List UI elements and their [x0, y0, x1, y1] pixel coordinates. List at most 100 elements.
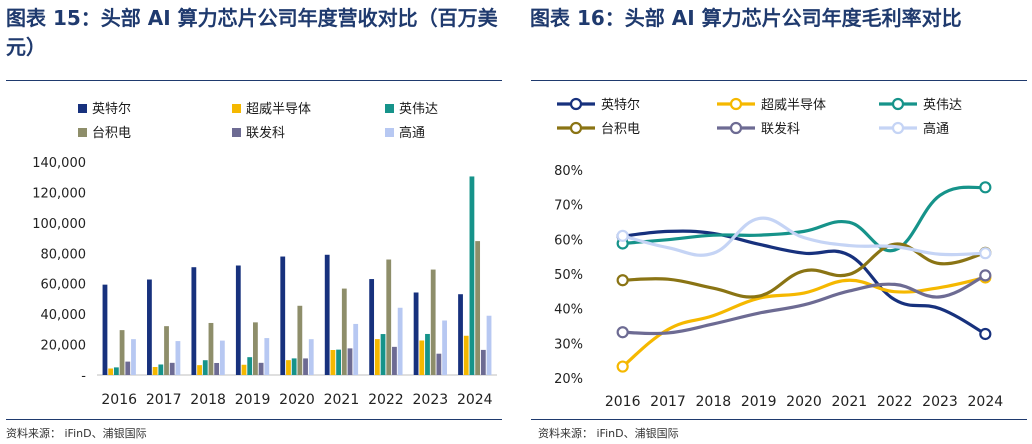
figure-15-bottom-rule [6, 419, 502, 420]
bar [152, 367, 158, 375]
legend-marker-5 [729, 121, 743, 135]
series-point [616, 229, 629, 242]
bar [258, 362, 264, 375]
series-line-4 [622, 242, 986, 299]
bar [241, 364, 247, 375]
bar [291, 358, 297, 375]
y-tick-label: 40,000 [41, 308, 87, 323]
x-tick-label: 2019 [741, 394, 777, 410]
x-tick-label: 2020 [279, 392, 315, 408]
legend-label-4: 台积电 [92, 126, 131, 141]
bar [475, 241, 481, 375]
legend-label-5: 联发科 [761, 121, 800, 137]
y-tick-label: 80,000 [41, 247, 87, 262]
legend-label-2: 超威半导体 [246, 102, 311, 117]
bar [286, 360, 291, 375]
bar [158, 364, 164, 375]
bar [264, 338, 270, 375]
bar [164, 326, 169, 375]
legend-label-3: 英伟达 [923, 98, 962, 113]
y-tick-label: 20% [554, 372, 583, 387]
series-line-5 [622, 273, 987, 336]
y-tick-label: 60% [554, 233, 583, 248]
bar [108, 368, 114, 375]
legend-swatch-2 [232, 104, 241, 113]
bar [419, 340, 425, 375]
legend-marker-6 [891, 121, 905, 135]
bar [436, 353, 442, 375]
bar [175, 341, 181, 375]
y-tick-label: 60,000 [41, 278, 87, 293]
bar [374, 339, 380, 375]
x-tick-label: 2018 [696, 394, 732, 410]
bar [341, 288, 347, 375]
bar [425, 333, 430, 375]
y-tick-label: 100,000 [32, 217, 86, 232]
bar [353, 323, 359, 375]
y-tick-label: - [81, 369, 86, 384]
bar [336, 349, 341, 375]
bar [197, 365, 202, 375]
legend-marker-4 [569, 121, 583, 135]
series-point [979, 247, 992, 260]
bar [102, 284, 108, 375]
legend-swatch-5 [232, 128, 241, 137]
bar [119, 330, 125, 375]
bar [369, 279, 375, 375]
series-point [616, 274, 629, 287]
legend-label-4: 台积电 [601, 122, 640, 137]
series-line-1 [622, 229, 987, 336]
x-tick-label: 2021 [832, 394, 868, 410]
legend-label-2: 超威半导体 [761, 98, 826, 113]
y-tick-label: 140,000 [32, 156, 86, 171]
legend-swatch-3 [385, 104, 394, 113]
figure-16-top-rule [531, 80, 1027, 81]
figure-16-source: 资料来源： iFinD、浦银国际 [538, 427, 679, 440]
x-tick-label: 2017 [146, 392, 182, 408]
bar [324, 254, 330, 375]
series-point [616, 360, 629, 373]
y-tick-label: 50% [554, 268, 583, 283]
legend-marker-1 [569, 97, 583, 111]
x-tick-label: 2016 [605, 394, 641, 410]
legend-label-6: 高通 [399, 125, 425, 141]
bar [486, 315, 492, 375]
figure-15-caption: 图表 15：头部 AI 算力芯片公司年度营收对比（百万美元） [6, 6, 498, 59]
x-tick-label: 2022 [877, 394, 913, 410]
bar [297, 305, 303, 375]
bar [330, 349, 336, 375]
legend-label-1: 英特尔 [92, 102, 131, 117]
bar [463, 335, 469, 375]
legend-marker-3 [891, 97, 905, 111]
bar [113, 367, 119, 375]
legend-swatch-1 [78, 104, 87, 113]
y-tick-label: 70% [554, 199, 583, 214]
bar [202, 360, 208, 375]
legend-marker-2 [729, 97, 743, 111]
bar [235, 265, 241, 375]
series-line-6 [622, 216, 986, 257]
x-tick-label: 2024 [968, 394, 1004, 410]
x-tick-label: 2020 [786, 394, 822, 410]
bar [458, 294, 463, 375]
bar [169, 362, 175, 375]
legend-label-5: 联发科 [246, 125, 285, 141]
legend-swatch-4 [78, 128, 87, 137]
legend-label-3: 英伟达 [399, 102, 438, 117]
legend-label-6: 高通 [923, 121, 949, 137]
bar [303, 358, 308, 375]
bar [147, 279, 152, 375]
bar [413, 292, 419, 375]
y-tick-label: 20,000 [41, 339, 87, 354]
bar [131, 339, 136, 375]
bar [392, 346, 397, 375]
bar [480, 349, 486, 375]
bar [397, 307, 403, 375]
x-tick-label: 2023 [922, 394, 958, 410]
y-tick-label: 120,000 [32, 186, 86, 201]
y-tick-label: 30% [554, 337, 583, 352]
bar [208, 322, 214, 375]
x-tick-label: 2017 [650, 394, 686, 410]
